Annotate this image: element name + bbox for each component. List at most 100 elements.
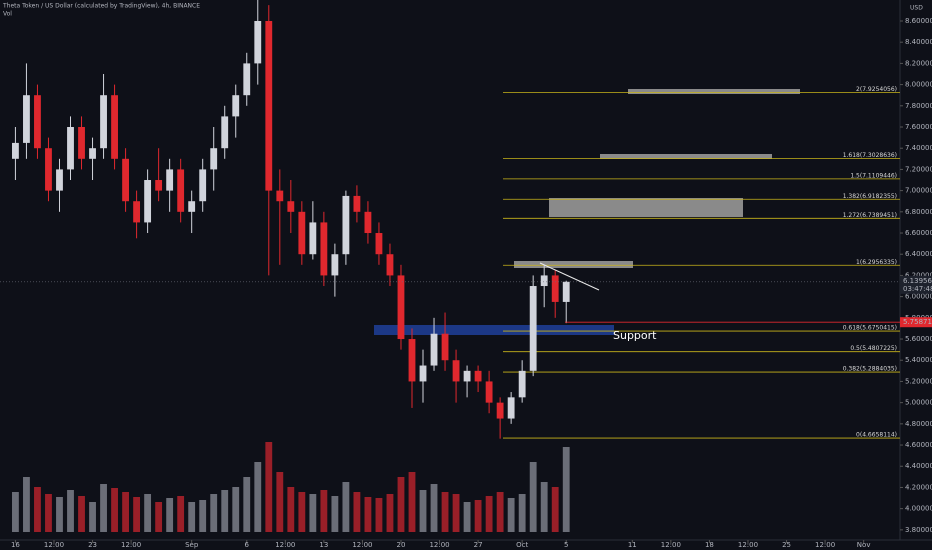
candle-body <box>562 281 570 302</box>
volume-bar <box>507 498 515 532</box>
fib-label: 1.382(6.9182355) <box>843 193 897 200</box>
x-tick-label: 20 <box>397 541 406 549</box>
candle-body <box>551 275 559 302</box>
candle-body <box>177 169 185 212</box>
y-tick-label: 4.6000000 <box>905 441 932 449</box>
x-tick-label: 5 <box>564 541 568 549</box>
fib-label: 1.5(7.1109446) <box>850 172 897 179</box>
volume-bar <box>441 492 449 532</box>
x-tick-label: 23 <box>88 541 97 549</box>
x-tick-label: Sep <box>185 541 199 549</box>
candle-body <box>232 95 240 117</box>
candle-body <box>441 333 449 361</box>
x-tick-label: 6 <box>245 541 250 549</box>
candle-body <box>353 195 361 212</box>
candle-body <box>34 95 41 149</box>
volume-bar <box>199 500 207 532</box>
y-tick-label: 5.4000000 <box>905 356 932 364</box>
y-tick-label: 5.2000000 <box>905 377 932 385</box>
candle-body <box>166 169 174 191</box>
volume-bar <box>331 496 339 532</box>
y-tick-label: 5.6000000 <box>905 335 932 343</box>
candle-body <box>320 222 328 276</box>
volume-bar <box>562 447 570 532</box>
volume-bar <box>375 498 383 532</box>
candle-body <box>67 127 74 170</box>
x-tick-label: 27 <box>474 541 483 549</box>
currency: USD <box>910 5 923 12</box>
volume-bar <box>221 490 229 532</box>
candle-body <box>331 254 339 276</box>
volume-label: Vol <box>3 11 12 18</box>
candle-body <box>496 402 504 419</box>
volume-bar <box>540 482 548 532</box>
volume-bar <box>188 502 196 532</box>
x-tick-label: Nov <box>857 541 871 549</box>
trend-line <box>539 262 600 291</box>
volume-bar <box>166 498 174 532</box>
y-tick-label: 4.0000000 <box>905 505 932 513</box>
volume-bar <box>177 496 185 532</box>
fib-label: 0.618(5.6750415) <box>843 325 897 332</box>
y-tick-label: 4.8000000 <box>905 420 932 428</box>
candle-body <box>188 201 196 212</box>
candle-body <box>419 365 427 382</box>
candle-body <box>298 211 306 255</box>
x-tick-label: 13 <box>319 541 328 549</box>
volume-bar <box>232 487 240 532</box>
y-tick-label: 7.4000000 <box>905 144 932 152</box>
volume-bar <box>210 494 218 532</box>
candle-body <box>375 233 383 255</box>
x-tick-label: 16 <box>11 541 20 549</box>
fib-label: 2(7.9254056) <box>856 86 897 93</box>
alert-price-label: 5.7587117 <box>903 318 932 326</box>
volume-bar <box>353 492 361 532</box>
candle-body <box>243 63 251 96</box>
y-tick-label: 6.2000000 <box>905 271 932 279</box>
volume-bar <box>485 496 493 532</box>
fib-label: 1.618(7.3028636) <box>843 152 897 159</box>
x-tick-label: 12:00 <box>738 541 758 549</box>
volume-bar <box>12 492 19 532</box>
candle-body <box>463 370 471 382</box>
volume-bar <box>298 492 306 532</box>
candle-body <box>397 275 405 340</box>
x-tick-label: 25 <box>782 541 791 549</box>
x-tick-label: 12:00 <box>44 541 64 549</box>
candle-body <box>507 397 515 419</box>
volume-bar <box>254 462 262 532</box>
volume-bar <box>111 488 118 532</box>
support-label: Support <box>613 329 657 342</box>
volume-bar <box>430 484 438 532</box>
candle-body <box>221 116 229 149</box>
candle-body <box>133 201 141 223</box>
x-tick-label: 12:00 <box>121 541 141 549</box>
candle-body <box>485 381 493 403</box>
y-tick-label: 4.4000000 <box>905 462 932 470</box>
candle-body <box>12 142 19 159</box>
y-tick-label: 8.0000000 <box>905 81 932 89</box>
candle-body <box>122 158 129 202</box>
volume-bar <box>496 492 504 532</box>
x-tick-label: 12:00 <box>815 541 835 549</box>
volume-bar <box>287 487 295 532</box>
fib-label: 1(6.2956335) <box>856 259 897 266</box>
candle-body <box>287 201 295 212</box>
target-box <box>549 198 743 217</box>
y-tick-label: 6.6000000 <box>905 229 932 237</box>
y-tick-label: 6.0000000 <box>905 293 932 301</box>
volume-bar <box>45 494 52 532</box>
y-tick-label: 8.4000000 <box>905 38 932 46</box>
y-tick-label: 7.0000000 <box>905 187 932 195</box>
candle-body <box>276 190 284 202</box>
volume-bar <box>474 500 482 532</box>
volume-bar <box>67 490 74 532</box>
candle-body <box>100 95 107 149</box>
candle-body <box>265 20 273 191</box>
volume-bar <box>34 487 41 532</box>
candle-body <box>56 169 63 191</box>
alert-badge <box>900 317 932 328</box>
fib-label: 0.382(5.2884035) <box>843 366 897 373</box>
volume-bar <box>122 492 129 532</box>
